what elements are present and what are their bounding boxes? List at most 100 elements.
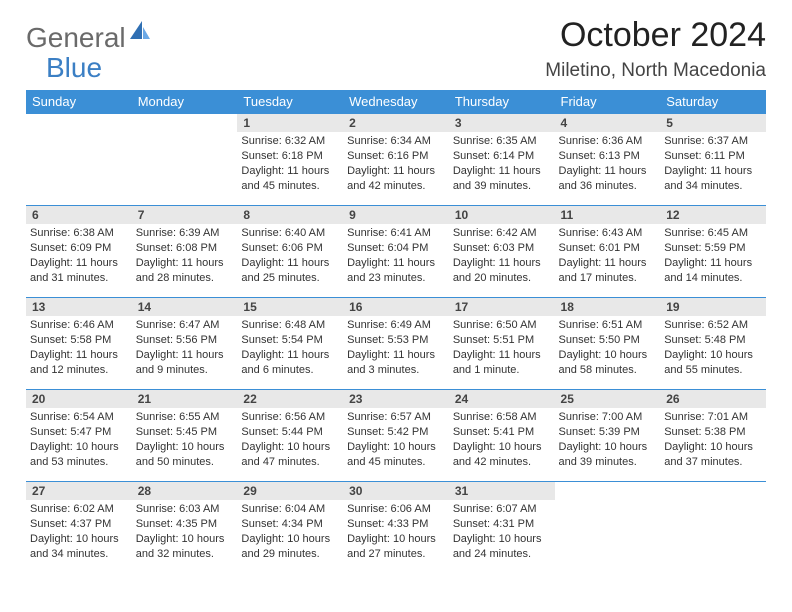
- calendar-day-cell: 25Sunrise: 7:00 AMSunset: 5:39 PMDayligh…: [555, 390, 661, 482]
- day-details: Sunrise: 6:48 AMSunset: 5:54 PMDaylight:…: [237, 316, 343, 381]
- calendar-day-cell: 16Sunrise: 6:49 AMSunset: 5:53 PMDayligh…: [343, 298, 449, 390]
- calendar-day-cell: 12Sunrise: 6:45 AMSunset: 5:59 PMDayligh…: [660, 206, 766, 298]
- sunset-text: Sunset: 6:01 PM: [559, 241, 657, 256]
- day-details: Sunrise: 6:40 AMSunset: 6:06 PMDaylight:…: [237, 224, 343, 289]
- day-details: Sunrise: 6:47 AMSunset: 5:56 PMDaylight:…: [132, 316, 238, 381]
- sunrise-text: Sunrise: 7:00 AM: [559, 410, 657, 425]
- sunrise-text: Sunrise: 6:55 AM: [136, 410, 234, 425]
- day-number: 31: [449, 482, 555, 500]
- daylight-text: Daylight: 11 hours and 25 minutes.: [241, 256, 339, 286]
- day-number: 8: [237, 206, 343, 224]
- calendar-day-cell: 26Sunrise: 7:01 AMSunset: 5:38 PMDayligh…: [660, 390, 766, 482]
- daylight-text: Daylight: 11 hours and 1 minute.: [453, 348, 551, 378]
- sunset-text: Sunset: 6:06 PM: [241, 241, 339, 256]
- calendar-day-cell: 17Sunrise: 6:50 AMSunset: 5:51 PMDayligh…: [449, 298, 555, 390]
- sunrise-text: Sunrise: 6:41 AM: [347, 226, 445, 241]
- sail-icon: [128, 19, 152, 48]
- sunrise-text: Sunrise: 7:01 AM: [664, 410, 762, 425]
- calendar-day-cell: 23Sunrise: 6:57 AMSunset: 5:42 PMDayligh…: [343, 390, 449, 482]
- sunset-text: Sunset: 5:44 PM: [241, 425, 339, 440]
- day-details: Sunrise: 7:01 AMSunset: 5:38 PMDaylight:…: [660, 408, 766, 473]
- day-details: Sunrise: 6:06 AMSunset: 4:33 PMDaylight:…: [343, 500, 449, 565]
- month-title: October 2024: [545, 18, 766, 52]
- day-details: Sunrise: 6:55 AMSunset: 5:45 PMDaylight:…: [132, 408, 238, 473]
- calendar-week-row: 1Sunrise: 6:32 AMSunset: 6:18 PMDaylight…: [26, 114, 766, 206]
- calendar-day-cell: 4Sunrise: 6:36 AMSunset: 6:13 PMDaylight…: [555, 114, 661, 206]
- daylight-text: Daylight: 10 hours and 50 minutes.: [136, 440, 234, 470]
- daylight-text: Daylight: 11 hours and 6 minutes.: [241, 348, 339, 378]
- calendar-day-cell: 31Sunrise: 6:07 AMSunset: 4:31 PMDayligh…: [449, 482, 555, 574]
- sunrise-text: Sunrise: 6:52 AM: [664, 318, 762, 333]
- day-number: 17: [449, 298, 555, 316]
- daylight-text: Daylight: 11 hours and 45 minutes.: [241, 164, 339, 194]
- calendar-day-cell: 22Sunrise: 6:56 AMSunset: 5:44 PMDayligh…: [237, 390, 343, 482]
- sunrise-text: Sunrise: 6:54 AM: [30, 410, 128, 425]
- sunset-text: Sunset: 5:50 PM: [559, 333, 657, 348]
- sunset-text: Sunset: 5:54 PM: [241, 333, 339, 348]
- logo-text-general: General: [26, 24, 126, 52]
- sunset-text: Sunset: 5:42 PM: [347, 425, 445, 440]
- day-header: Tuesday: [237, 90, 343, 114]
- daylight-text: Daylight: 11 hours and 23 minutes.: [347, 256, 445, 286]
- daylight-text: Daylight: 11 hours and 20 minutes.: [453, 256, 551, 286]
- logo: General: [26, 24, 152, 52]
- calendar-day-cell: 6Sunrise: 6:38 AMSunset: 6:09 PMDaylight…: [26, 206, 132, 298]
- sunrise-text: Sunrise: 6:45 AM: [664, 226, 762, 241]
- calendar-day-cell: 11Sunrise: 6:43 AMSunset: 6:01 PMDayligh…: [555, 206, 661, 298]
- day-details: Sunrise: 6:03 AMSunset: 4:35 PMDaylight:…: [132, 500, 238, 565]
- calendar-header-row: Sunday Monday Tuesday Wednesday Thursday…: [26, 90, 766, 114]
- sunset-text: Sunset: 4:31 PM: [453, 517, 551, 532]
- sunrise-text: Sunrise: 6:40 AM: [241, 226, 339, 241]
- sunrise-text: Sunrise: 6:46 AM: [30, 318, 128, 333]
- calendar-day-cell: 1Sunrise: 6:32 AMSunset: 6:18 PMDaylight…: [237, 114, 343, 206]
- sunrise-text: Sunrise: 6:58 AM: [453, 410, 551, 425]
- sunrise-text: Sunrise: 6:50 AM: [453, 318, 551, 333]
- calendar-day-cell: [26, 114, 132, 206]
- daylight-text: Daylight: 10 hours and 39 minutes.: [559, 440, 657, 470]
- sunset-text: Sunset: 5:48 PM: [664, 333, 762, 348]
- day-number: 29: [237, 482, 343, 500]
- sunset-text: Sunset: 4:37 PM: [30, 517, 128, 532]
- sunrise-text: Sunrise: 6:57 AM: [347, 410, 445, 425]
- sunrise-text: Sunrise: 6:32 AM: [241, 134, 339, 149]
- daylight-text: Daylight: 11 hours and 28 minutes.: [136, 256, 234, 286]
- day-number: 1: [237, 114, 343, 132]
- day-number: 22: [237, 390, 343, 408]
- day-number: 10: [449, 206, 555, 224]
- day-number: 27: [26, 482, 132, 500]
- day-number: 11: [555, 206, 661, 224]
- calendar-week-row: 20Sunrise: 6:54 AMSunset: 5:47 PMDayligh…: [26, 390, 766, 482]
- daylight-text: Daylight: 10 hours and 24 minutes.: [453, 532, 551, 562]
- calendar-day-cell: 2Sunrise: 6:34 AMSunset: 6:16 PMDaylight…: [343, 114, 449, 206]
- sunrise-text: Sunrise: 6:48 AM: [241, 318, 339, 333]
- day-header: Sunday: [26, 90, 132, 114]
- calendar-day-cell: 30Sunrise: 6:06 AMSunset: 4:33 PMDayligh…: [343, 482, 449, 574]
- daylight-text: Daylight: 10 hours and 32 minutes.: [136, 532, 234, 562]
- day-details: Sunrise: 6:58 AMSunset: 5:41 PMDaylight:…: [449, 408, 555, 473]
- daylight-text: Daylight: 10 hours and 55 minutes.: [664, 348, 762, 378]
- daylight-text: Daylight: 11 hours and 9 minutes.: [136, 348, 234, 378]
- sunrise-text: Sunrise: 6:43 AM: [559, 226, 657, 241]
- daylight-text: Daylight: 11 hours and 42 minutes.: [347, 164, 445, 194]
- day-number: 23: [343, 390, 449, 408]
- calendar-day-cell: 18Sunrise: 6:51 AMSunset: 5:50 PMDayligh…: [555, 298, 661, 390]
- day-details: Sunrise: 6:46 AMSunset: 5:58 PMDaylight:…: [26, 316, 132, 381]
- calendar-week-row: 6Sunrise: 6:38 AMSunset: 6:09 PMDaylight…: [26, 206, 766, 298]
- day-details: Sunrise: 6:35 AMSunset: 6:14 PMDaylight:…: [449, 132, 555, 197]
- calendar-day-cell: 24Sunrise: 6:58 AMSunset: 5:41 PMDayligh…: [449, 390, 555, 482]
- day-details: Sunrise: 6:41 AMSunset: 6:04 PMDaylight:…: [343, 224, 449, 289]
- day-number: 30: [343, 482, 449, 500]
- daylight-text: Daylight: 10 hours and 34 minutes.: [30, 532, 128, 562]
- daylight-text: Daylight: 10 hours and 53 minutes.: [30, 440, 128, 470]
- day-number: 12: [660, 206, 766, 224]
- sunset-text: Sunset: 6:16 PM: [347, 149, 445, 164]
- sunset-text: Sunset: 5:59 PM: [664, 241, 762, 256]
- sunset-text: Sunset: 6:11 PM: [664, 149, 762, 164]
- day-details: Sunrise: 6:34 AMSunset: 6:16 PMDaylight:…: [343, 132, 449, 197]
- day-header: Friday: [555, 90, 661, 114]
- daylight-text: Daylight: 11 hours and 3 minutes.: [347, 348, 445, 378]
- sunrise-text: Sunrise: 6:36 AM: [559, 134, 657, 149]
- day-header: Wednesday: [343, 90, 449, 114]
- calendar-day-cell: 13Sunrise: 6:46 AMSunset: 5:58 PMDayligh…: [26, 298, 132, 390]
- daylight-text: Daylight: 11 hours and 31 minutes.: [30, 256, 128, 286]
